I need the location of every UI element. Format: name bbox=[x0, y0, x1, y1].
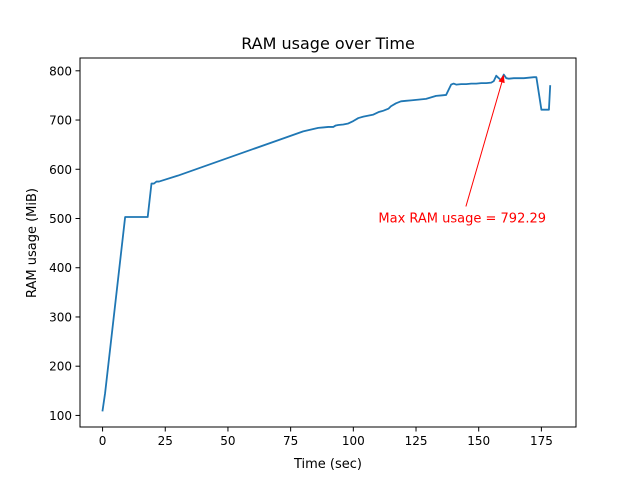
axes-frame bbox=[79, 57, 577, 428]
x-tick-label: 50 bbox=[220, 434, 235, 448]
x-tick-label: 75 bbox=[283, 434, 298, 448]
y-tick-label: 600 bbox=[49, 163, 72, 177]
y-tick-label: 800 bbox=[49, 64, 72, 78]
x-tick-label: 125 bbox=[405, 434, 428, 448]
x-tick-label: 150 bbox=[467, 434, 490, 448]
series-line-0 bbox=[101, 73, 552, 412]
x-tick-label: 100 bbox=[342, 434, 365, 448]
annotation-arrowhead bbox=[498, 74, 505, 84]
y-tick-label: 100 bbox=[49, 409, 72, 423]
x-tick-label: 25 bbox=[158, 434, 173, 448]
y-tick-label: 300 bbox=[49, 310, 72, 324]
y-tick-label: 500 bbox=[49, 212, 72, 226]
x-tick-label: 0 bbox=[99, 434, 107, 448]
plot-area: Max RAM usage = 792.29 bbox=[101, 73, 552, 412]
axes: 0 25 50 75 100 125 150 175 100 200 300 400 500 600 700… bbox=[49, 57, 577, 448]
x-axis-label: Time (sec) bbox=[293, 457, 362, 472]
annotation-arrow-line bbox=[465, 75, 505, 207]
annotation-label: Max RAM usage = 792.29 bbox=[378, 211, 546, 226]
y-axis-label: RAM usage (MiB) bbox=[25, 188, 40, 298]
y-tick-label: 400 bbox=[49, 261, 72, 275]
x-tick-label: 175 bbox=[530, 434, 553, 448]
chart-title: RAM usage over Time bbox=[241, 34, 415, 53]
y-tick-label: 700 bbox=[49, 114, 72, 128]
y-tick-label: 200 bbox=[49, 360, 72, 374]
